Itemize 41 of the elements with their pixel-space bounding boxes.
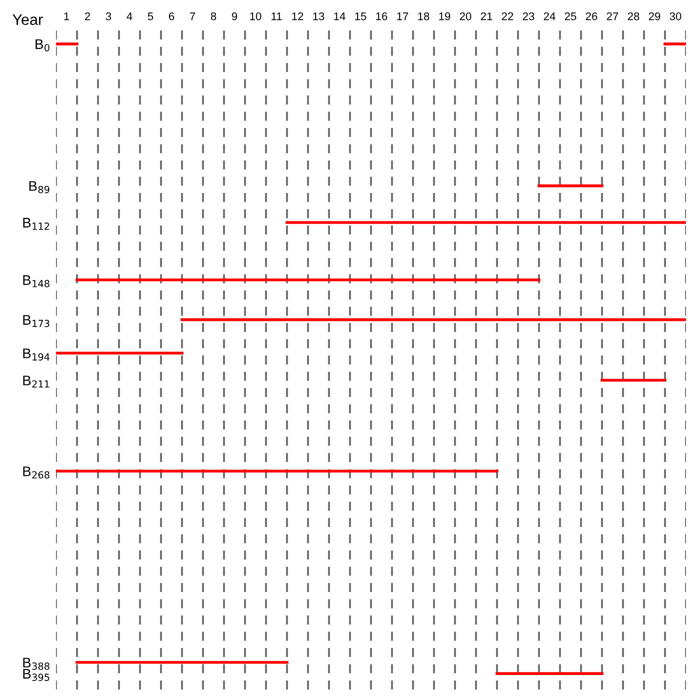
x-tick-label: 29	[648, 12, 660, 20]
x-tick-label: 1	[64, 12, 70, 20]
x-tick-label: 4	[126, 12, 132, 20]
y-tick-label: B$_{0}$	[36, 39, 50, 52]
x-tick-label: 12	[292, 12, 304, 20]
x-tick-label: 5	[148, 12, 154, 20]
y-tick-label: B$_{388}$	[23, 658, 50, 670]
x-tick-label: 7	[190, 12, 196, 20]
y-tick-label: B$_{211}$	[23, 376, 50, 388]
x-tick-label: 28	[628, 12, 640, 20]
x-tick-label: 22	[502, 12, 514, 20]
x-tick-label: 24	[544, 12, 556, 20]
y-tick-label: B$_{268}$	[23, 466, 50, 479]
x-tick-label: 19	[439, 12, 450, 20]
x-tick-label: 17	[397, 12, 408, 20]
y-tick-label: B$_{112}$	[23, 218, 50, 230]
y-tick-label: B$_{148}$	[23, 275, 50, 288]
x-tick-label: 13	[313, 12, 324, 20]
x-tick-label: 16	[376, 12, 388, 20]
x-tick-label: 9	[232, 12, 238, 20]
x-tick-label: 20	[460, 12, 472, 20]
y-tick-label: B$_{194}$	[23, 348, 50, 361]
x-tick-label: 21	[480, 12, 492, 20]
x-tick-label: 3	[106, 12, 112, 20]
x-tick-label: 8	[210, 12, 216, 20]
x-tick-label: 30	[670, 12, 682, 20]
x-tick-label: 2	[84, 12, 90, 20]
y-tick-label: B$_{395}$	[23, 669, 50, 681]
x-tick-label: 26	[586, 12, 598, 20]
x-tick-label: 18	[418, 12, 430, 20]
x-tick-label: 23	[522, 12, 534, 20]
x-tick-label: 15	[355, 12, 366, 20]
x-tick-label: 25	[564, 12, 576, 20]
y-tick-label: B$_{89}$	[29, 181, 50, 194]
x-axis-title: Year	[12, 14, 43, 25]
x-tick-label: 14	[334, 12, 346, 20]
x-tick-label: 27	[606, 12, 618, 20]
x-tick-label: 11	[272, 12, 282, 20]
x-tick-label: 10	[250, 12, 262, 20]
y-tick-label: B$_{173}$	[23, 315, 50, 328]
x-tick-label: 6	[168, 12, 174, 20]
